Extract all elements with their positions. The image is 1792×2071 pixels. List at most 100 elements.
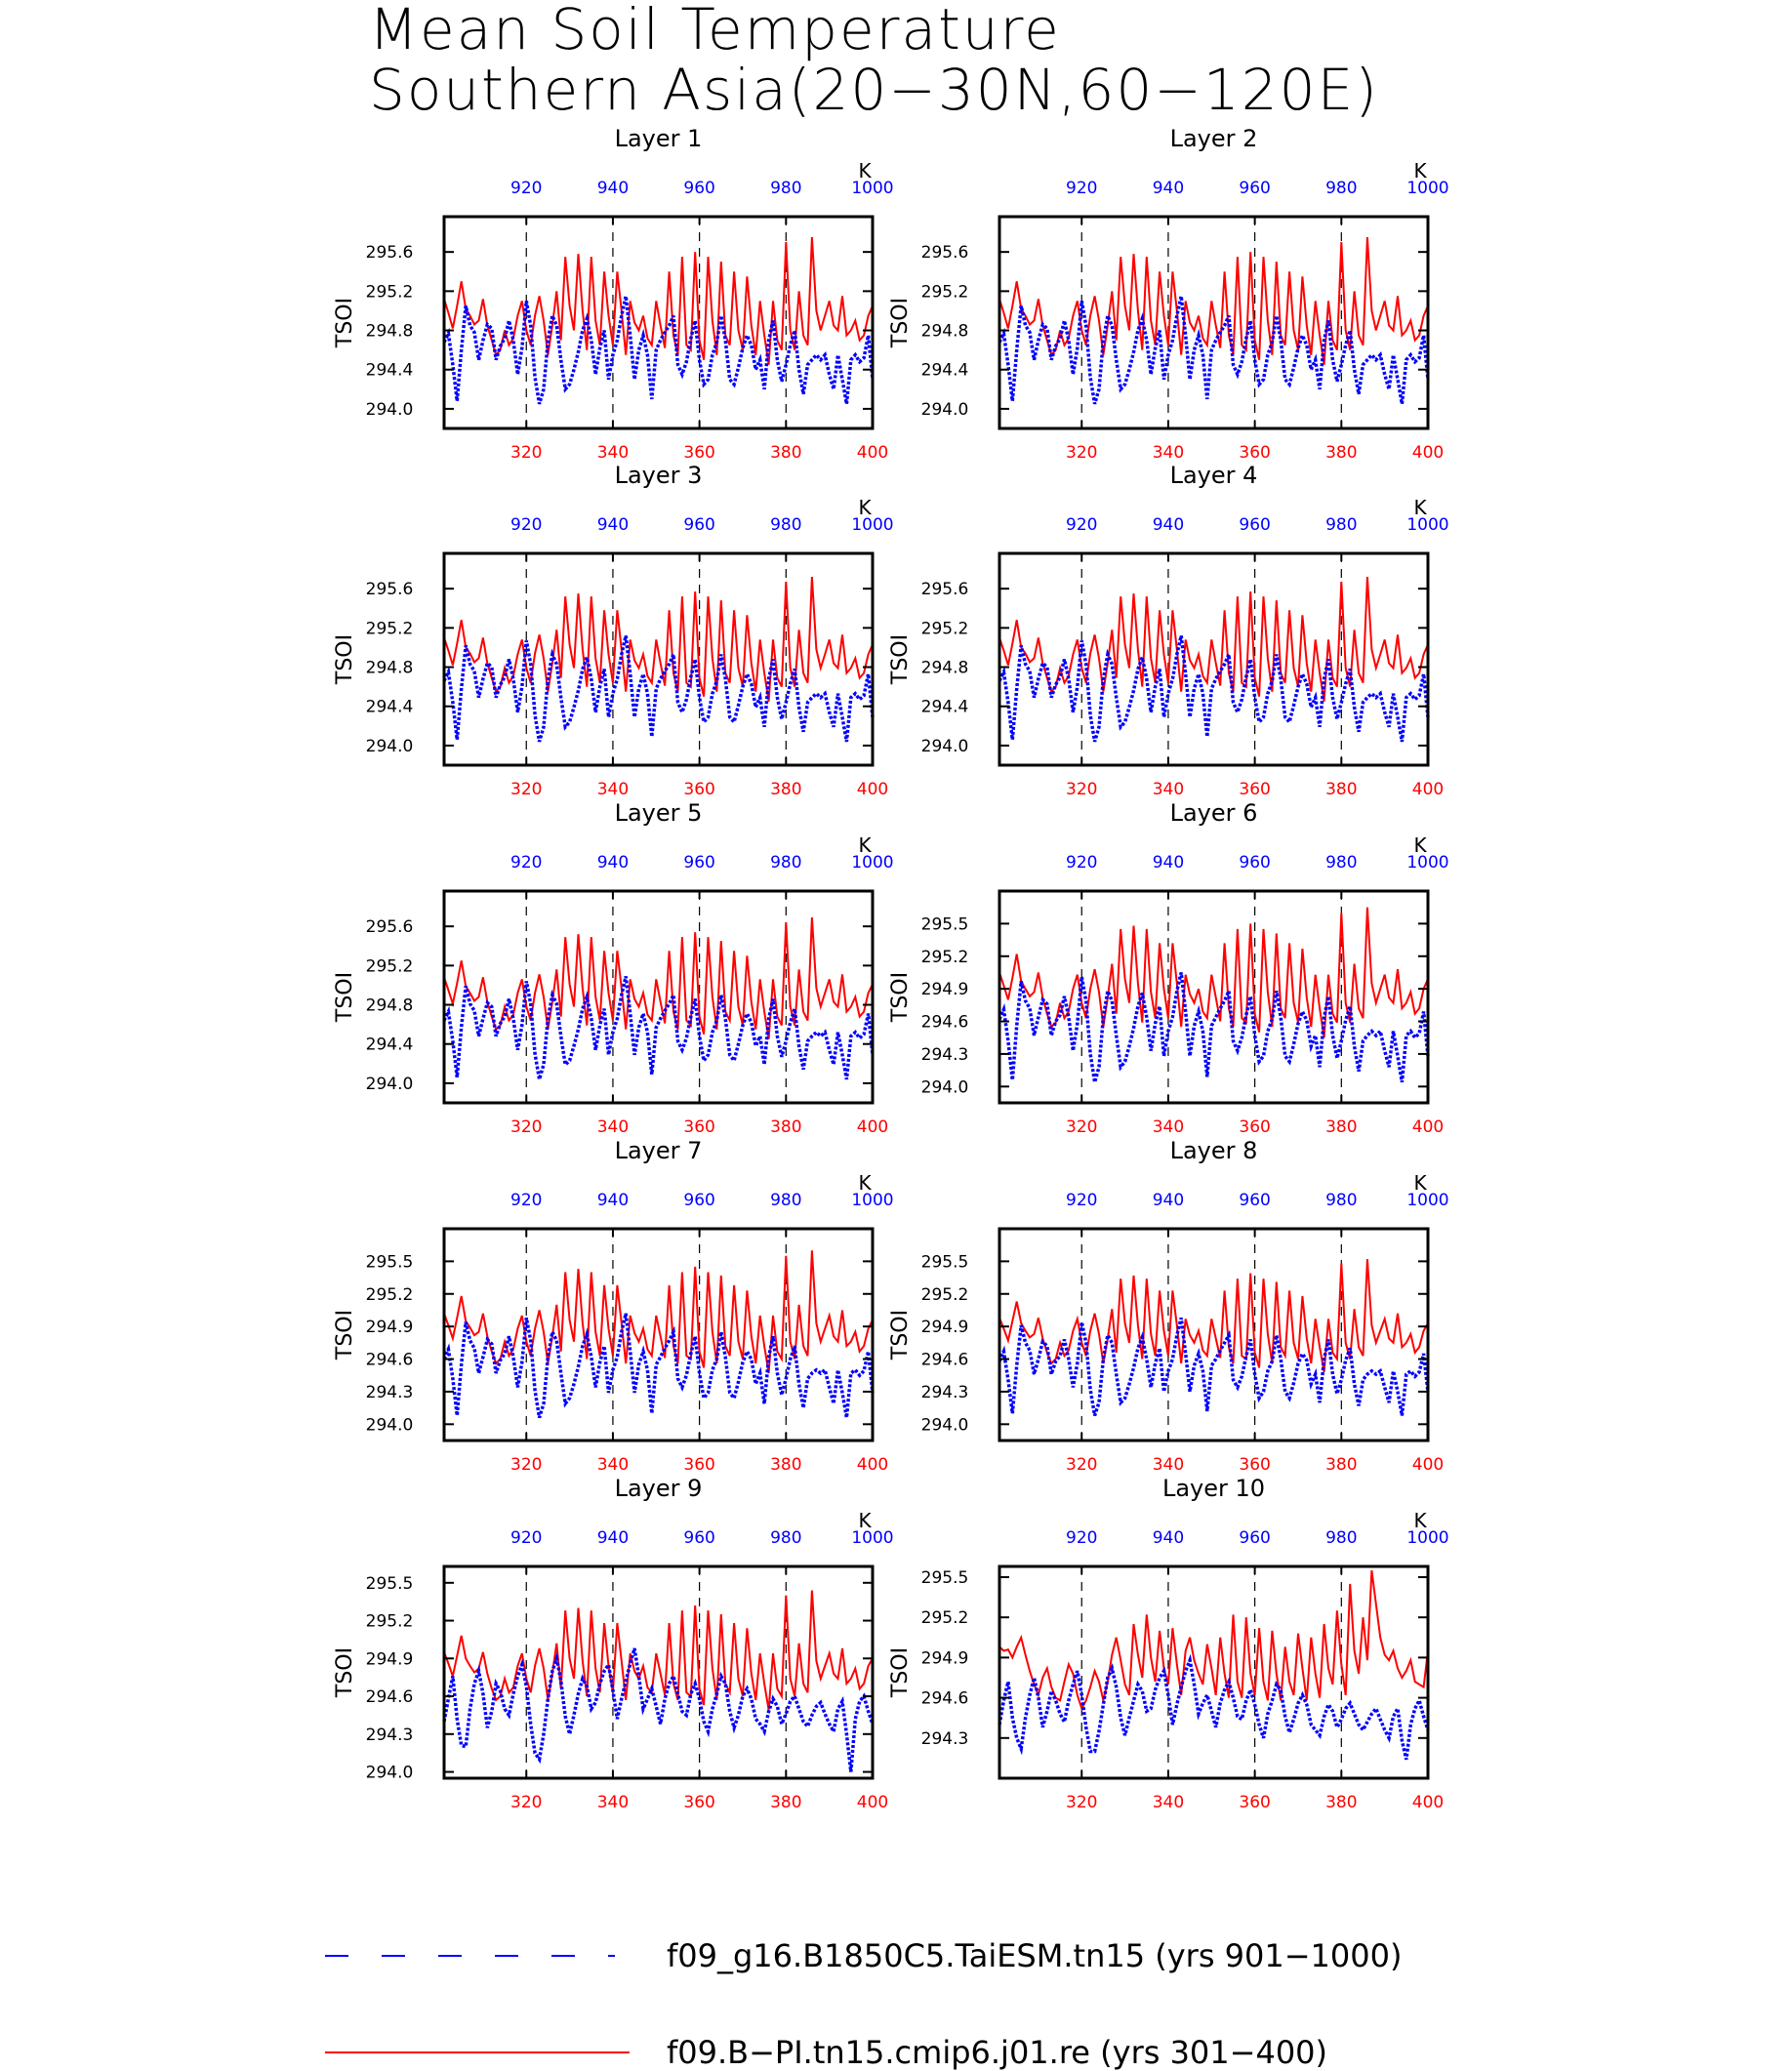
series-line-blue (442, 976, 875, 1080)
plot-frame (998, 215, 1430, 430)
panel-layer-6: Layer 6 294.0 294.3 294.6 294.9 295.2 295.5 TSO… (888, 799, 1449, 1137)
top-tick-label: 1000 (1406, 853, 1448, 873)
y-tick-label: 295.5 (366, 1252, 414, 1272)
bottom-tick-label: 360 (683, 780, 714, 799)
y-tick-label: 294.3 (921, 1383, 969, 1402)
y-tick-label: 294.3 (366, 1726, 414, 1745)
bottom-tick-label: 400 (857, 443, 888, 463)
top-axis-unit: K (858, 833, 872, 857)
y-tick-label: 294.0 (921, 1415, 969, 1435)
bottom-tick-label: 320 (1066, 1793, 1097, 1812)
y-tick-label: 294.6 (366, 1351, 414, 1370)
plot-frame (442, 1564, 875, 1780)
bottom-tick-label: 360 (683, 1793, 714, 1812)
bottom-tick-label: 400 (857, 1793, 888, 1812)
series-line-red (443, 917, 874, 1039)
plot-frame (998, 889, 1430, 1105)
panel-layer-4: Layer 4 294.0 294.4 294.8 295.2 295.6 TSOI 320 3… (888, 462, 1449, 799)
y-tick-label: 294.3 (921, 1045, 969, 1065)
top-tick-label: 960 (683, 1191, 714, 1210)
y-tick-label: 295.2 (366, 1612, 414, 1632)
top-tick-label: 960 (683, 853, 714, 873)
y-tick-label: 294.9 (921, 1318, 969, 1337)
top-tick-label: 940 (1153, 1528, 1184, 1548)
series-line-red (443, 1250, 874, 1374)
y-tick-label: 294.8 (921, 322, 969, 342)
top-axis-unit: K (858, 159, 872, 183)
y-tick-label: 295.2 (921, 282, 969, 302)
panel-title: Layer 2 (1170, 125, 1258, 152)
bottom-tick-label: 320 (1066, 1117, 1097, 1137)
y-tick-label: 294.8 (921, 659, 969, 678)
plot-frame (442, 551, 875, 767)
top-tick-label: 940 (1153, 179, 1184, 198)
y-tick-label: 295.2 (921, 619, 969, 638)
bottom-tick-label: 380 (770, 780, 801, 799)
bottom-tick-label: 380 (770, 1793, 801, 1812)
bottom-tick-label: 320 (510, 1455, 542, 1475)
top-axis-unit: K (858, 1509, 872, 1532)
top-tick-label: 940 (597, 1528, 629, 1548)
y-tick-label: 294.6 (921, 1351, 969, 1370)
bottom-tick-label: 340 (597, 780, 629, 799)
bottom-tick-label: 380 (1325, 443, 1357, 463)
bottom-tick-label: 340 (597, 1793, 629, 1812)
top-tick-label: 980 (770, 1191, 801, 1210)
y-tick-label: 294.4 (366, 1036, 414, 1055)
y-tick-label: 294.0 (366, 1764, 414, 1783)
top-tick-label: 980 (770, 179, 801, 198)
bottom-tick-label: 360 (1239, 443, 1270, 463)
top-axis-unit: K (1413, 496, 1427, 519)
y-tick-label: 294.8 (366, 659, 414, 678)
bottom-tick-label: 380 (1325, 1793, 1357, 1812)
legend-label: f09_g16.B1850C5.TaiESM.tn15 (yrs 901−100… (667, 1937, 1402, 1974)
bottom-tick-label: 340 (597, 1117, 629, 1137)
top-tick-label: 960 (683, 1528, 714, 1548)
series-line-red (443, 237, 874, 365)
y-tick-label: 295.6 (921, 580, 969, 599)
bottom-tick-label: 340 (1153, 780, 1184, 799)
panel-title: Layer 10 (1162, 1475, 1265, 1502)
top-tick-label: 920 (1066, 1191, 1097, 1210)
top-tick-label: 920 (510, 1528, 542, 1548)
y-tick-label: 295.5 (921, 1252, 969, 1272)
bottom-tick-label: 360 (1239, 1793, 1270, 1812)
top-tick-label: 920 (1066, 179, 1097, 198)
panel-title: Layer 6 (1170, 799, 1258, 827)
y-tick-label: 295.5 (921, 1568, 969, 1588)
top-tick-label: 920 (1066, 1528, 1097, 1548)
top-tick-label: 920 (510, 179, 542, 198)
series-line-blue (998, 635, 1430, 743)
panel-layer-8: Layer 8 294.0 294.3 294.6 294.9 295.2 295.5 TSO… (888, 1137, 1449, 1475)
y-axis-label: TSOI (333, 972, 357, 1023)
top-tick-label: 920 (1066, 515, 1097, 535)
top-tick-label: 940 (1153, 515, 1184, 535)
bottom-tick-label: 360 (683, 443, 714, 463)
series-line-red (998, 1259, 1429, 1373)
y-tick-label: 294.0 (921, 1077, 969, 1097)
bottom-tick-label: 380 (1325, 780, 1357, 799)
bottom-tick-label: 380 (770, 1117, 801, 1137)
series-line-blue (442, 296, 875, 405)
y-tick-label: 294.0 (366, 1415, 414, 1435)
y-tick-label: 295.2 (921, 1285, 969, 1305)
y-axis-label: TSOI (888, 634, 913, 685)
top-tick-label: 980 (1325, 1191, 1357, 1210)
y-axis-label: TSOI (888, 972, 913, 1023)
bottom-tick-label: 340 (597, 1455, 629, 1475)
series-line-blue (998, 1317, 1430, 1416)
y-tick-label: 294.0 (366, 1075, 414, 1094)
bottom-tick-label: 400 (1412, 1793, 1444, 1812)
y-tick-label: 295.2 (921, 948, 969, 967)
top-tick-label: 920 (510, 515, 542, 535)
panel-layer-1: Layer 1 294.0 294.4 294.8 295.2 295.6 TSOI 320 3… (333, 125, 894, 463)
top-tick-label: 1000 (1406, 1191, 1448, 1210)
top-tick-label: 1000 (851, 179, 893, 198)
y-tick-label: 294.8 (366, 322, 414, 342)
panel-layer-3: Layer 3 294.0 294.4 294.8 295.2 295.6 TSOI 320 3… (333, 462, 894, 799)
top-axis-unit: K (1413, 159, 1427, 183)
y-tick-label: 294.6 (921, 1689, 969, 1709)
panel-layer-9: Layer 9 294.0 294.3 294.6 294.9 295.2 295.5 TSO… (333, 1475, 894, 1812)
y-tick-label: 295.2 (366, 1285, 414, 1305)
top-tick-label: 1000 (851, 1191, 893, 1210)
